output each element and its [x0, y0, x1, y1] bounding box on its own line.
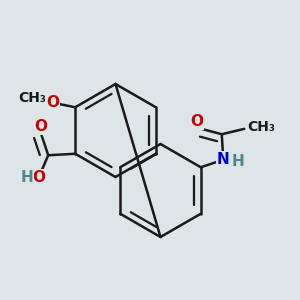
Text: O: O — [190, 114, 203, 129]
Text: O: O — [34, 119, 47, 134]
Text: CH₃: CH₃ — [247, 120, 275, 134]
Text: O: O — [33, 170, 46, 185]
Text: CH₃: CH₃ — [18, 91, 46, 105]
Text: H: H — [20, 170, 33, 185]
Text: O: O — [46, 95, 59, 110]
Text: H: H — [231, 154, 244, 169]
Text: N: N — [217, 152, 230, 167]
